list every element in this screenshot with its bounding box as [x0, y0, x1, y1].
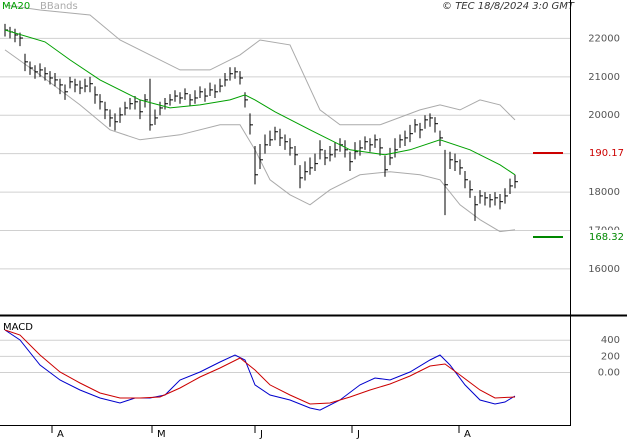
- legend-ma20: MA20: [2, 1, 30, 12]
- macd-line: [4, 329, 516, 405]
- ma-line: [4, 29, 516, 176]
- level-label-bg: [574, 146, 626, 160]
- y-tick-label: 22000: [588, 33, 620, 44]
- x-tick-label: J: [356, 429, 360, 440]
- y-tick-label: 20000: [588, 110, 620, 121]
- level-label-bg: [574, 229, 626, 243]
- y-tick-label: 200: [601, 351, 620, 362]
- level-label: 168.32: [589, 232, 624, 243]
- x-tick-label: J: [259, 429, 263, 440]
- source-note: © TEC 18/8/2024 3:0 GMT: [442, 1, 575, 12]
- bollinger-band: [4, 49, 516, 233]
- panel-title: MACD: [3, 322, 33, 333]
- y-tick-label: 16000: [588, 264, 620, 275]
- x-tick-label: M: [157, 429, 166, 440]
- macd-line: [4, 329, 516, 411]
- level-label: 190.17: [589, 148, 624, 159]
- x-tick-label: A: [464, 429, 471, 440]
- y-tick-label: 18000: [588, 187, 620, 198]
- y-tick-label: 21000: [588, 72, 620, 83]
- y-tick-label: 0.00: [598, 368, 620, 379]
- x-tick-label: A: [57, 429, 64, 440]
- legend-bbands: BBands: [40, 1, 78, 12]
- bollinger-band: [4, 4, 516, 126]
- y-tick-label: 400: [601, 335, 620, 346]
